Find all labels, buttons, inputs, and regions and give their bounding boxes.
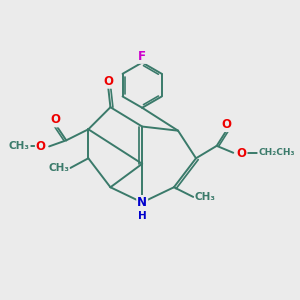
Text: CH₃: CH₃: [48, 163, 69, 173]
Text: O: O: [237, 147, 247, 160]
Text: H: H: [138, 211, 146, 221]
Text: O: O: [50, 113, 60, 126]
Text: N: N: [137, 196, 147, 209]
Text: CH₂CH₃: CH₂CH₃: [258, 148, 295, 157]
Text: O: O: [103, 75, 113, 88]
Text: CH₃: CH₃: [195, 192, 216, 202]
Text: F: F: [138, 50, 146, 63]
Text: O: O: [36, 140, 46, 154]
Text: CH₃: CH₃: [9, 141, 30, 152]
Text: O: O: [221, 118, 231, 131]
